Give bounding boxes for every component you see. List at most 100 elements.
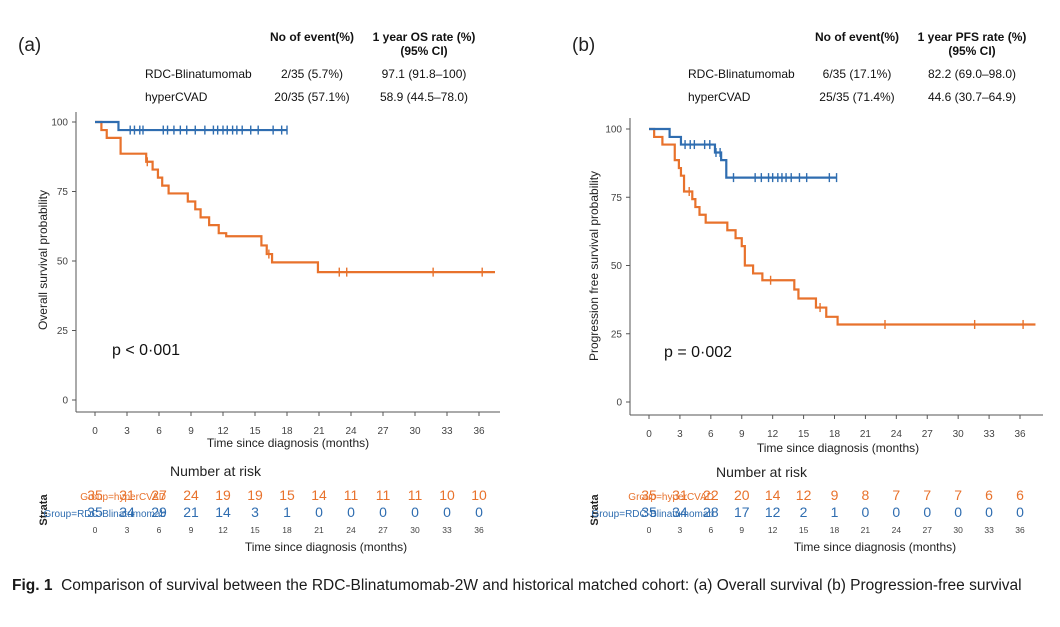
risk-value: 20 (734, 487, 750, 503)
table-header-rate: 1 year OS rate (%) (373, 30, 476, 44)
risk-value: 14 (311, 487, 327, 503)
risk-tick-label: 6 (708, 525, 713, 535)
figure-caption: Fig. 1 Comparison of survival between th… (12, 576, 1052, 596)
risk-x-axis-label: Time since diagnosis (months) (245, 540, 407, 554)
panel-b: (b) No of event(%) 1 year PFS rate (%) (… (572, 30, 1043, 554)
y-axis-label: Overall survival probability (36, 190, 50, 330)
x-tick-label: 9 (188, 426, 194, 437)
risk-row-label-rdc: Group=RDC-Blinatumomab (591, 509, 714, 520)
x-tick-label: 36 (1014, 429, 1026, 440)
risk-value: 34 (672, 504, 688, 520)
risk-value: 19 (247, 487, 263, 503)
risk-value: 0 (923, 504, 931, 520)
x-tick-label: 21 (313, 426, 325, 437)
risk-tick-label: 15 (799, 525, 809, 535)
risk-value: 0 (892, 504, 900, 520)
risk-value: 1 (283, 504, 291, 520)
strata-label: Strata (38, 494, 50, 526)
risk-value: 24 (183, 487, 199, 503)
km-curve-group-rdc-blinatumomab (95, 120, 287, 132)
risk-value: 34 (119, 504, 135, 520)
risk-value: 6 (1016, 487, 1024, 503)
x-tick-label: 0 (92, 426, 98, 437)
risk-value: 11 (344, 487, 359, 503)
x-tick-label: 3 (677, 429, 683, 440)
risk-tick-label: 15 (250, 525, 260, 535)
panel-label: (a) (18, 35, 41, 56)
risk-value: 12 (796, 487, 812, 503)
risk-values: 35 31 22 20 14 12 9 8 7 7 7 6 635 34 28 17 12 2 1 0 0 0 0 0 00 3 6… (641, 487, 1025, 535)
x-tick-label: 3 (124, 426, 130, 437)
risk-tick-label: 18 (830, 525, 840, 535)
risk-tick-label: 3 (125, 525, 130, 535)
risk-value: 10 (471, 487, 487, 503)
risk-tick-label: 33 (442, 525, 452, 535)
risk-tick-label: 9 (189, 525, 194, 535)
y-axis-label: Progression free survival probability (587, 171, 601, 361)
table-header-ci: (95% CI) (948, 44, 995, 58)
risk-value: 3 (251, 504, 259, 520)
x-tick-label: 27 (922, 429, 934, 440)
x-tick-label: 21 (860, 429, 872, 440)
km-curve-group-hypercvad (649, 127, 1036, 326)
x-tick-label: 18 (829, 429, 841, 440)
risk-value: 0 (475, 504, 483, 520)
x-tick-label: 15 (249, 426, 261, 437)
risk-value: 14 (215, 504, 231, 520)
risk-value: 21 (183, 504, 199, 520)
caption-label: Fig. 1 (12, 577, 53, 594)
risk-tick-label: 9 (739, 525, 744, 535)
table-header-events: No of event(%) (270, 30, 354, 44)
km-curve-group-rdc-blinatumomab (649, 127, 837, 179)
risk-tick-label: 30 (953, 525, 963, 535)
risk-row-label-hypercvad: Group=hyperCVAD (80, 492, 166, 503)
y-tick-label: 25 (611, 329, 623, 340)
risk-value: 22 (703, 487, 719, 503)
risk-value: 35 (641, 504, 657, 520)
risk-table-a: Number at risk Strata Group=hyperCVAD Gr… (38, 463, 487, 554)
risk-tick-label: 36 (1015, 525, 1025, 535)
risk-value: 35 (87, 504, 103, 520)
risk-table-title: Number at risk (716, 464, 808, 480)
table-row-rate: 97.1 (91.8–100) (382, 67, 467, 81)
x-tick-label: 36 (473, 426, 485, 437)
x-tick-label: 6 (156, 426, 162, 437)
x-tick-label: 15 (798, 429, 810, 440)
table-row-rate: 58.9 (44.5–78.0) (380, 90, 468, 104)
x-tick-label: 33 (441, 426, 453, 437)
risk-value: 7 (954, 487, 962, 503)
risk-value: 0 (443, 504, 451, 520)
p-value: p = 0·002 (664, 344, 732, 361)
x-tick-label: 18 (281, 426, 293, 437)
table-row-rate: 82.2 (69.0–98.0) (928, 67, 1016, 81)
x-tick-label: 30 (409, 426, 421, 437)
risk-table-title: Number at risk (170, 463, 262, 479)
x-tick-label: 33 (984, 429, 996, 440)
risk-tick-label: 21 (314, 525, 324, 535)
risk-value: 0 (862, 504, 870, 520)
panel-a: (a) No of event(%) 1 year OS rate (%) (9… (18, 30, 500, 554)
risk-tick-label: 30 (410, 525, 420, 535)
risk-row-label-rdc: Group=RDC-Blinatumomab (43, 509, 166, 520)
km-curve-group-hypercvad (95, 120, 495, 274)
risk-tick-label: 6 (157, 525, 162, 535)
caption-text: Comparison of survival between the RDC-B… (61, 577, 1022, 594)
risk-value: 0 (379, 504, 387, 520)
risk-tick-label: 12 (218, 525, 228, 535)
y-tick-label: 50 (611, 261, 623, 272)
y-tick-label: 50 (57, 257, 69, 268)
y-tick-label: 25 (57, 326, 69, 337)
risk-value: 31 (672, 487, 688, 503)
x-tick-label: 27 (377, 426, 389, 437)
risk-value: 17 (734, 504, 750, 520)
summary-table: No of event(%) 1 year PFS rate (%) (95% … (688, 30, 1026, 104)
risk-value: 35 (641, 487, 657, 503)
y-tick-label: 100 (605, 125, 622, 136)
risk-tick-label: 0 (93, 525, 98, 535)
risk-value: 10 (439, 487, 455, 503)
risk-tick-label: 36 (474, 525, 484, 535)
risk-value: 11 (408, 487, 423, 503)
